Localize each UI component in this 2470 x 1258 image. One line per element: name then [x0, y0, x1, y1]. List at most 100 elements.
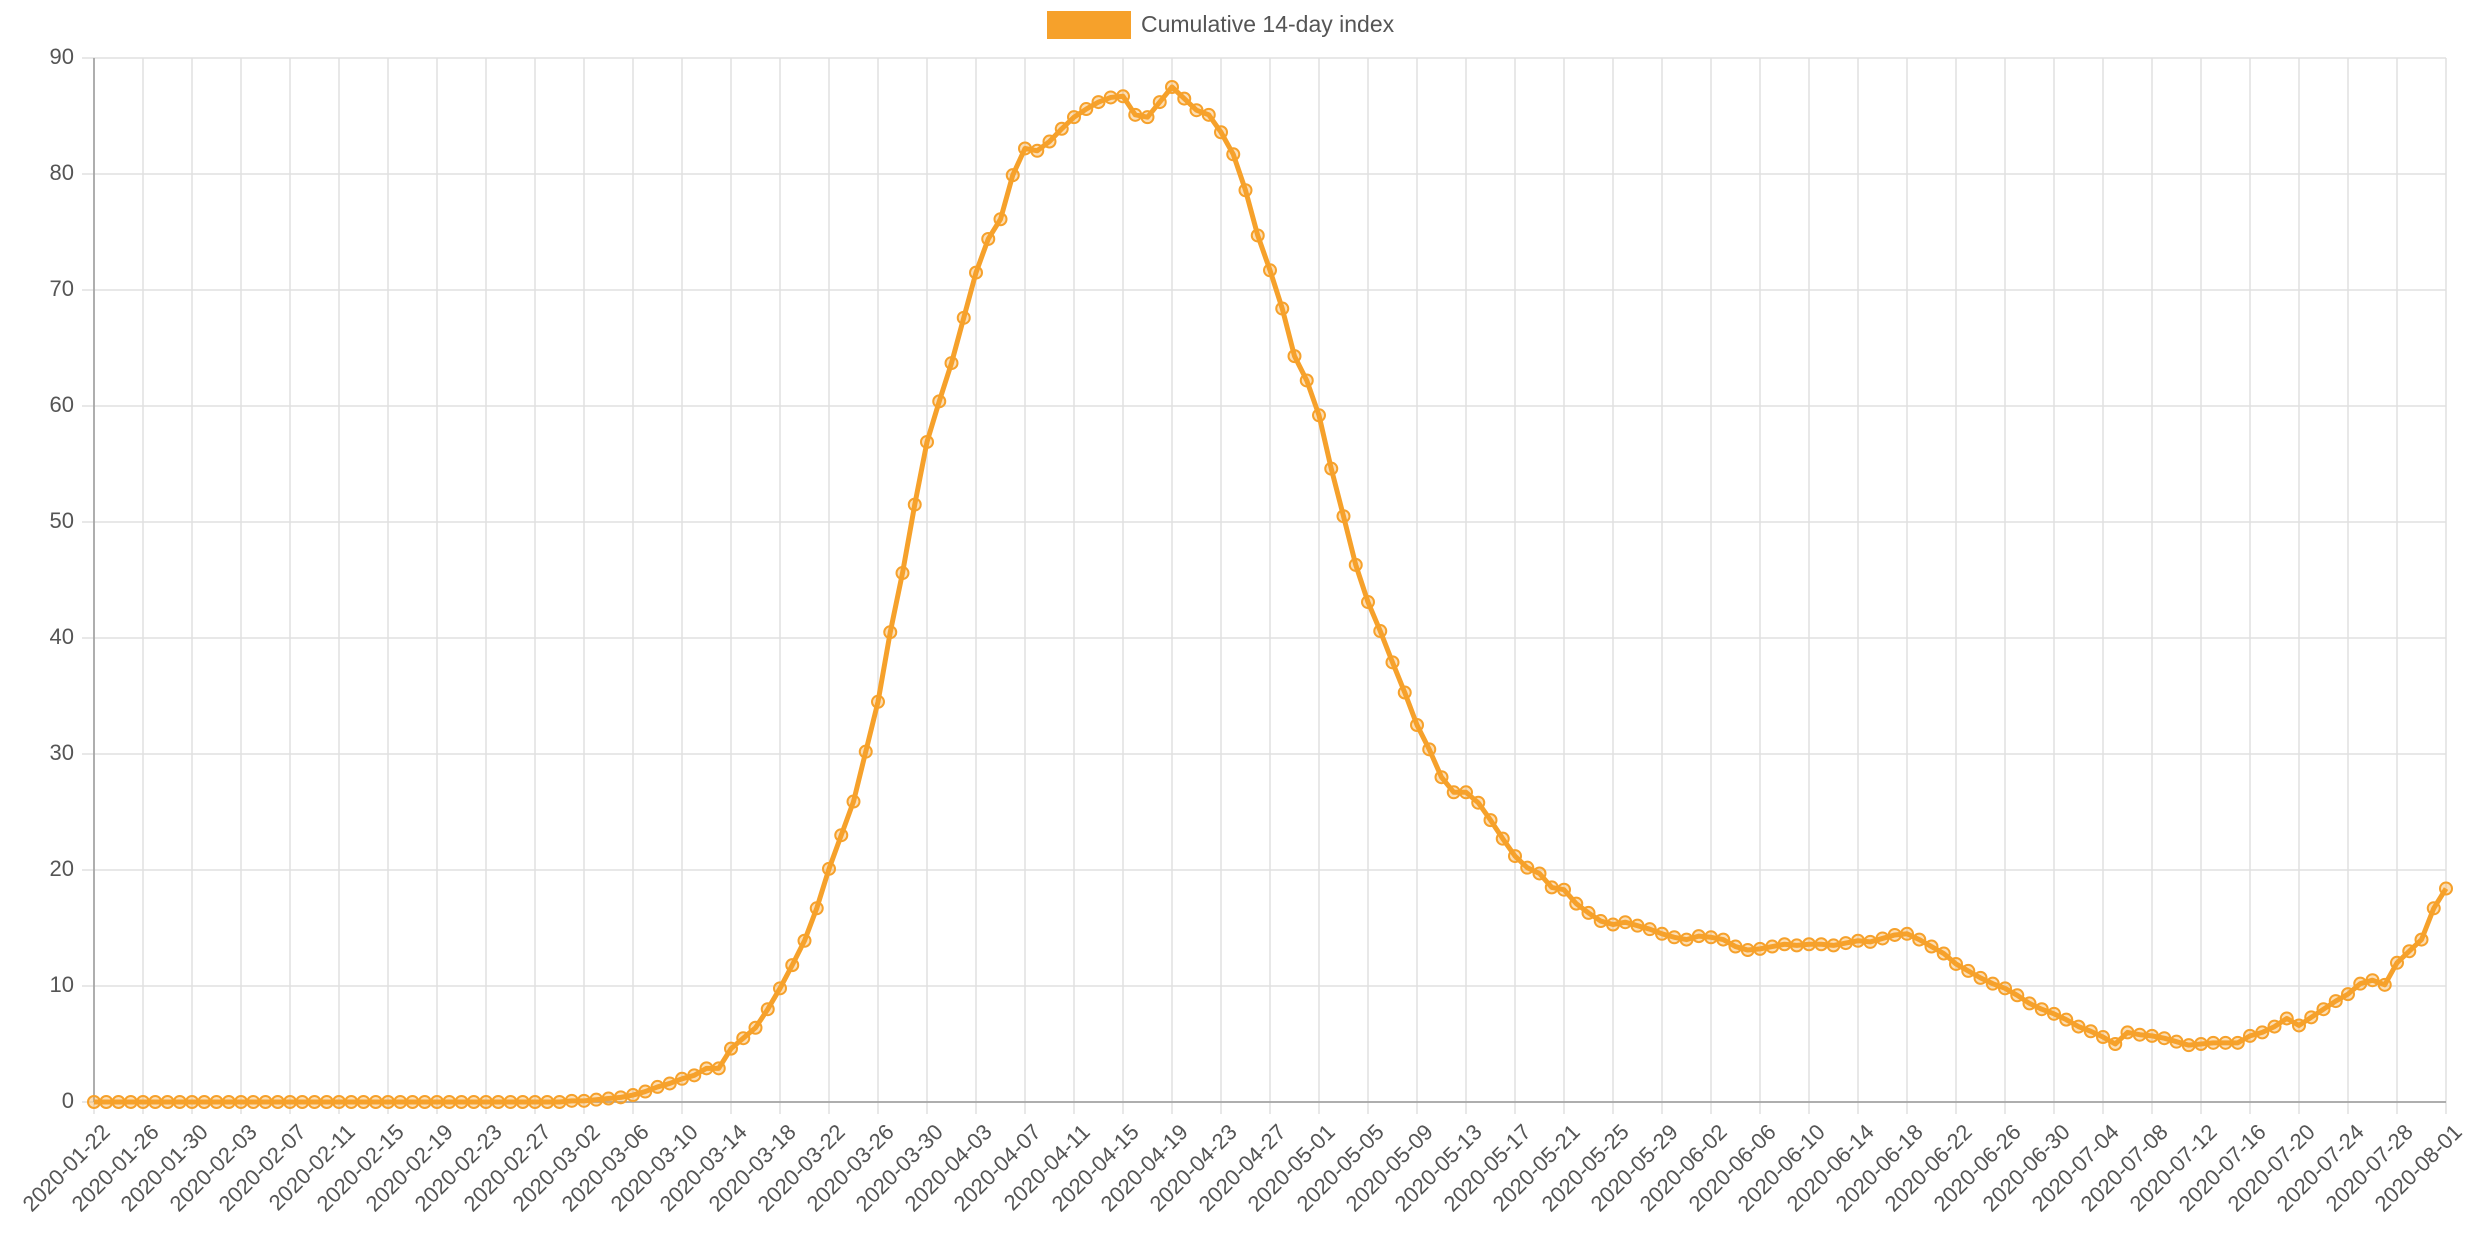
data-point	[246, 1095, 261, 1109]
data-point	[907, 497, 922, 512]
data-point	[430, 1095, 444, 1109]
data-point	[1887, 927, 1902, 942]
data-point	[724, 1041, 738, 1056]
data-point	[2328, 994, 2343, 1009]
data-point	[2059, 1012, 2074, 1027]
data-point	[1189, 103, 1204, 118]
data-point	[1716, 932, 1731, 947]
data-point	[748, 1020, 763, 1035]
data-point	[1116, 89, 1130, 104]
data-point	[1397, 685, 1412, 700]
data-point	[1961, 963, 1976, 978]
data-point	[1459, 785, 1473, 800]
y-tick-label: 20	[50, 856, 74, 881]
data-point	[858, 744, 873, 759]
data-point	[2157, 1031, 2172, 1046]
data-point	[172, 1095, 187, 1109]
data-point	[479, 1095, 493, 1109]
data-point	[1826, 938, 1841, 953]
data-point	[1287, 349, 1302, 364]
data-point	[2096, 1030, 2110, 1045]
data-point	[2402, 944, 2417, 959]
data-point	[1581, 905, 1596, 920]
data-point	[1753, 941, 1767, 956]
data-point	[687, 1068, 702, 1083]
data-point	[1912, 932, 1927, 947]
data-point	[2426, 901, 2441, 916]
data-point	[1593, 914, 1608, 929]
data-point	[895, 566, 910, 581]
data-point	[209, 1095, 224, 1109]
data-point	[2218, 1035, 2233, 1050]
data-point	[2108, 1037, 2123, 1051]
data-point	[1250, 228, 1265, 243]
data-point	[1042, 134, 1057, 149]
data-point	[344, 1095, 359, 1109]
data-point	[1471, 795, 1486, 810]
data-point	[1508, 849, 1522, 864]
data-point	[1348, 557, 1363, 572]
data-point	[442, 1095, 457, 1109]
data-point	[846, 794, 861, 809]
legend[interactable]: Cumulative 14-day index	[1047, 11, 1395, 39]
data-point	[1385, 655, 1400, 670]
data-point	[1765, 939, 1780, 954]
data-point	[1165, 80, 1179, 94]
data-point	[99, 1095, 114, 1109]
data-point	[638, 1084, 653, 1099]
data-point	[454, 1095, 469, 1109]
data-point	[2206, 1035, 2221, 1050]
data-point	[1067, 110, 1081, 125]
y-tick-label: 70	[50, 276, 74, 301]
data-point	[1373, 624, 1388, 639]
data-point	[956, 310, 971, 325]
data-point	[589, 1092, 604, 1107]
data-point	[1998, 981, 2012, 996]
data-point	[1532, 866, 1547, 881]
data-point	[1544, 880, 1559, 895]
data-point	[2230, 1035, 2245, 1050]
data-point	[2194, 1037, 2208, 1051]
data-point	[1152, 95, 1167, 110]
data-point	[1936, 946, 1951, 961]
data-point	[381, 1095, 395, 1109]
data-point	[1789, 938, 1804, 953]
data-point	[932, 394, 947, 409]
data-point	[111, 1095, 126, 1109]
data-point	[1177, 91, 1192, 106]
data-point	[148, 1095, 163, 1109]
data-point	[1446, 785, 1461, 800]
data-point	[1214, 125, 1228, 140]
data-point	[834, 828, 849, 843]
data-point	[1679, 932, 1694, 947]
data-point	[136, 1095, 150, 1109]
data-point	[2145, 1028, 2159, 1043]
data-point	[613, 1090, 628, 1105]
data-point	[1728, 939, 1743, 954]
data-point	[699, 1061, 714, 1076]
data-point	[1949, 956, 1963, 971]
data-point	[2071, 1019, 2086, 1034]
y-tick-label: 50	[50, 508, 74, 533]
data-point	[1814, 937, 1829, 952]
data-point	[1361, 595, 1375, 610]
data-point	[1520, 860, 1535, 875]
data-point	[1618, 915, 1633, 930]
data-point	[1275, 301, 1290, 316]
data-point	[319, 1095, 334, 1109]
data-point	[2047, 1006, 2061, 1021]
data-point	[760, 1002, 775, 1017]
data-point	[2353, 976, 2368, 991]
data-point	[1140, 110, 1155, 125]
data-point	[1740, 943, 1755, 958]
data-point	[675, 1071, 689, 1086]
data-point	[2022, 996, 2037, 1011]
data-point	[2255, 1025, 2270, 1040]
data-point	[822, 861, 836, 876]
data-point	[2439, 881, 2453, 896]
data-point	[185, 1095, 199, 1109]
data-point	[1079, 102, 1094, 117]
legend-swatch	[1047, 11, 1131, 39]
data-point	[368, 1095, 383, 1109]
